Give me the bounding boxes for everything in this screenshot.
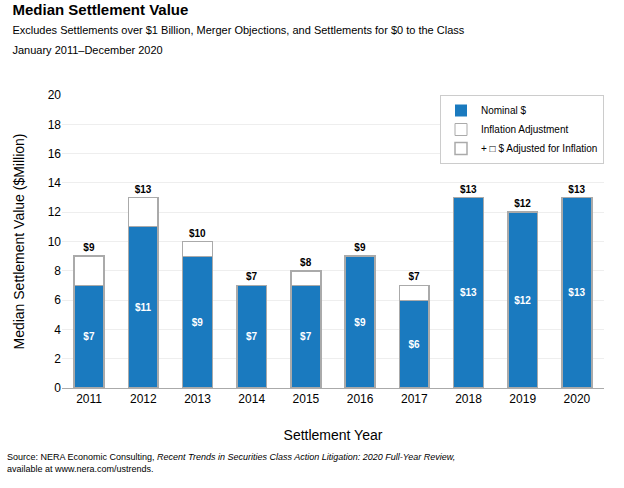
svg-text:0: 0	[54, 381, 61, 395]
svg-text:2019: 2019	[509, 392, 536, 406]
svg-text:16: 16	[48, 147, 62, 161]
svg-text:6: 6	[54, 293, 61, 307]
svg-text:$8: $8	[300, 257, 312, 268]
svg-text:$13: $13	[568, 184, 585, 195]
svg-text:$13: $13	[460, 184, 477, 195]
svg-text:14: 14	[48, 176, 62, 190]
svg-text:$13: $13	[135, 184, 152, 195]
svg-text:2011: 2011	[76, 392, 102, 406]
svg-text:2012: 2012	[130, 392, 157, 406]
svg-text:Nominal $: Nominal $	[481, 105, 526, 116]
svg-text:$7: $7	[300, 331, 312, 342]
svg-text:$7: $7	[246, 331, 258, 342]
svg-text:$9: $9	[192, 317, 204, 328]
svg-text:$7: $7	[246, 271, 258, 282]
svg-text:2: 2	[54, 352, 61, 366]
svg-text:+ □ $ Adjusted for Inflation: + □ $ Adjusted for Inflation	[481, 143, 597, 154]
svg-text:$13: $13	[460, 287, 477, 298]
svg-text:4: 4	[54, 323, 61, 337]
svg-text:18: 18	[48, 118, 62, 132]
svg-text:Median Settlement Value ($Mill: Median Settlement Value ($Million)	[11, 133, 27, 349]
svg-text:2020: 2020	[564, 392, 591, 406]
svg-text:$9: $9	[354, 317, 366, 328]
svg-text:2017: 2017	[401, 392, 428, 406]
svg-text:8: 8	[54, 264, 61, 278]
svg-text:$7: $7	[83, 331, 95, 342]
svg-text:$6: $6	[409, 339, 421, 350]
svg-text:Inflation Adjustment: Inflation Adjustment	[481, 124, 568, 135]
svg-text:20: 20	[48, 88, 62, 102]
svg-text:Source: NERA Economic Consulti: Source: NERA Economic Consulting, Recent…	[7, 452, 455, 474]
svg-text:$7: $7	[409, 271, 421, 282]
svg-text:$10: $10	[189, 228, 206, 239]
svg-text:2018: 2018	[455, 392, 482, 406]
svg-text:$9: $9	[83, 242, 95, 253]
svg-text:$13: $13	[568, 287, 585, 298]
svg-text:2014: 2014	[238, 392, 265, 406]
svg-text:2016: 2016	[347, 392, 374, 406]
svg-text:Settlement Year: Settlement Year	[284, 427, 383, 443]
svg-text:10: 10	[48, 235, 62, 249]
svg-text:$11: $11	[135, 302, 152, 313]
svg-text:$9: $9	[354, 242, 366, 253]
svg-text:2013: 2013	[184, 392, 211, 406]
svg-text:12: 12	[48, 205, 62, 219]
svg-text:Median Settlement ValueExclude: Median Settlement ValueExcludes Settleme…	[12, 1, 464, 56]
svg-text:$12: $12	[514, 295, 531, 306]
svg-text:2015: 2015	[293, 392, 320, 406]
svg-text:$12: $12	[514, 198, 531, 209]
